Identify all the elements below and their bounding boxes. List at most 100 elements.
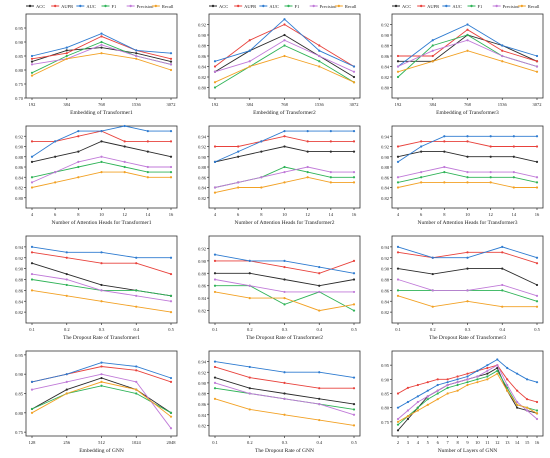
x-tick-label: 11 [485, 440, 489, 445]
legend-marker-acc [211, 4, 215, 8]
y-tick-label: 0.82 [381, 310, 389, 315]
data-point-auc [135, 256, 138, 259]
x-tick-label: 8 [77, 212, 80, 217]
data-point-precision [100, 155, 103, 158]
data-point-precision [396, 65, 400, 68]
data-point-recall [489, 181, 492, 184]
data-point-precision [169, 165, 173, 169]
y-tick-label: 0.86 [198, 402, 207, 407]
data-point-recall [146, 176, 149, 179]
data-point-auc [501, 44, 504, 47]
legend-label-auc: AUC [86, 4, 96, 9]
data-point-aupr [446, 378, 449, 381]
data-point-auc [318, 371, 321, 374]
data-point-precision [65, 278, 68, 281]
data-point-f1 [213, 86, 217, 89]
data-point-recall [30, 186, 34, 189]
x-tick-label: 4 [214, 212, 217, 217]
data-point-auc [535, 381, 539, 384]
data-point-auc [260, 140, 263, 143]
x-tick-label: 12 [488, 212, 493, 217]
series-line-recall [214, 176, 354, 194]
x-tick-label: 0.1 [395, 327, 401, 332]
data-point-recall [535, 412, 539, 415]
data-point-recall [237, 186, 240, 189]
chart-svg: 0.75 0.80 0.85 0.90 0.95 128 256 512 1024 2048 Emb… [15, 350, 178, 454]
y-tick-label: 0.75 [15, 430, 24, 435]
series-line-acc [214, 377, 355, 405]
data-point-acc [135, 52, 138, 55]
data-point-f1 [169, 411, 173, 414]
data-point-aupr [77, 135, 80, 138]
y-tick-label: 0.84 [198, 65, 207, 70]
data-point-auc [426, 389, 429, 392]
data-point-auc [466, 375, 469, 378]
x-tick-label: 3 [407, 440, 410, 445]
data-point-precision [135, 294, 138, 297]
data-point-precision [100, 373, 103, 376]
x-tick-label: 384 [63, 102, 71, 107]
data-point-recall [169, 311, 173, 314]
data-point-acc [100, 283, 103, 287]
data-point-f1 [30, 278, 34, 281]
data-point-recall [213, 191, 217, 194]
y-tick-label: 0.92 [381, 23, 389, 28]
data-point-aupr [169, 272, 173, 276]
data-point-recall [501, 60, 504, 63]
data-point-acc [100, 46, 103, 49]
data-point-aupr [466, 251, 469, 254]
data-point-precision [456, 381, 459, 384]
x-tick-label: 16 [352, 212, 357, 217]
data-point-f1 [283, 165, 286, 169]
data-point-acc [30, 160, 34, 163]
x-tick-label: 1536 [132, 102, 142, 107]
data-point-auc [431, 39, 434, 42]
data-point-precision [135, 380, 138, 384]
chart-svg: 0.82 0.84 0.86 0.88 0.90 0.92 0.94 4 6 8 10 12 14 16 N… [381, 125, 544, 226]
data-point-auc [466, 135, 469, 138]
x-axis-label: Number of Layers of GNN [438, 447, 498, 454]
data-point-acc [283, 392, 286, 395]
data-point-aupr [396, 251, 400, 254]
data-point-auc [65, 373, 68, 376]
data-point-aupr [352, 140, 356, 143]
data-point-aupr [396, 392, 400, 395]
data-point-precision [54, 171, 57, 174]
data-point-precision [466, 378, 469, 381]
data-point-precision [318, 54, 321, 58]
data-point-aupr [213, 365, 217, 369]
data-point-precision [466, 39, 469, 42]
data-point-acc [283, 278, 286, 281]
data-point-precision [446, 383, 449, 387]
data-point-recall [123, 171, 126, 174]
x-tick-label: 16 [535, 212, 540, 217]
data-point-f1 [489, 176, 492, 179]
data-point-f1 [535, 181, 539, 184]
legend-marker-auc [262, 4, 265, 8]
data-point-recall [535, 305, 539, 308]
y-tick-label: 0.82 [381, 75, 389, 80]
data-point-precision [352, 413, 356, 416]
data-point-f1 [396, 181, 400, 184]
data-point-aupr [535, 262, 539, 265]
data-point-recall [100, 380, 103, 384]
chart-panel-7: 0.82 0.84 0.86 0.88 0.90 0.92 0.94 0.1 0.2 0.3 0.4… [0, 230, 183, 345]
data-point-precision [77, 160, 80, 163]
legend-marker-acc [394, 4, 398, 8]
data-point-acc [318, 397, 321, 400]
data-point-f1 [466, 33, 469, 37]
chart-panel-5: 0.82 0.84 0.86 0.88 0.90 0.92 0.94 4 6 8 10 12 14 16 N… [183, 120, 366, 230]
data-point-precision [396, 176, 400, 179]
data-point-aupr [283, 265, 286, 269]
data-point-acc [489, 155, 492, 158]
data-point-precision [283, 39, 286, 42]
data-point-auc [443, 135, 446, 138]
series-line-recall [31, 171, 171, 188]
data-point-acc [213, 376, 217, 379]
data-point-auc [169, 376, 173, 380]
series-line-f1 [214, 44, 355, 88]
x-axis-label: The Dropout Rate of GNN [255, 447, 314, 454]
data-point-auc [283, 259, 286, 262]
x-tick-label: 12 [122, 212, 127, 217]
legend-marker-recall [154, 4, 158, 8]
